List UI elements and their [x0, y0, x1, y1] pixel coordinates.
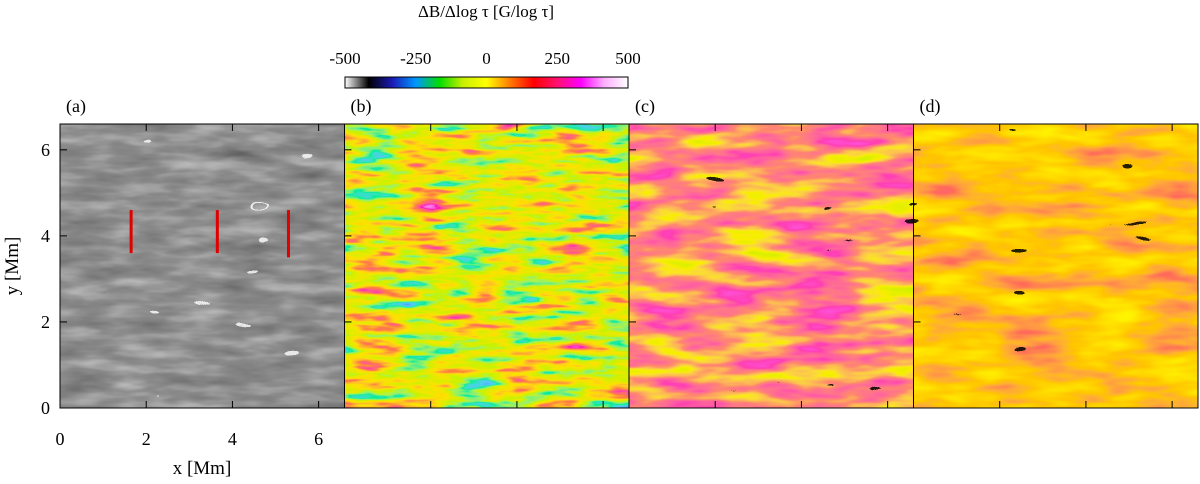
x-tick-label: 4 [228, 429, 237, 449]
x-axis-label: x [Mm] [173, 458, 232, 479]
panel-contours [629, 124, 914, 408]
panel-label: (b) [351, 96, 372, 117]
panel-b: (b) [344, 96, 630, 409]
panel-label: (c) [635, 96, 655, 117]
y-tick-label: 4 [41, 226, 50, 246]
panel-label: (d) [920, 96, 941, 117]
tick-labels: 0 2 4 6 0 2 4 6 [41, 140, 323, 449]
panel-contours [60, 124, 345, 408]
colorbar-tick-label: -500 [329, 49, 360, 68]
colorbar-tick-label: -250 [400, 49, 431, 68]
x-tick-label: 0 [56, 429, 65, 449]
x-tick-label: 2 [142, 429, 151, 449]
panel-d: (d) [913, 96, 1199, 409]
colorbar-tick-label: 0 [482, 49, 491, 68]
panel-c: (c) [628, 96, 914, 409]
colorbar-tick-labels: -500 -250 0 250 500 [329, 49, 640, 68]
y-tick-label: 6 [41, 140, 50, 160]
colorbar-tick-label: 250 [545, 49, 571, 68]
y-tick-label: 0 [41, 398, 50, 418]
panels: (a) (b) (c) (d) 0 2 4 6 0 2 4 6 [41, 96, 1199, 449]
panel-frame [913, 123, 1199, 409]
panel-label: (a) [66, 96, 86, 117]
colorbar-gradient [344, 76, 629, 89]
panel-image [344, 124, 629, 408]
colorbar-title: ΔB/Δlog τ [G/log τ] [418, 2, 554, 21]
markers [129, 210, 290, 258]
y-axis-label: y [Mm] [2, 237, 23, 296]
x-tick-label: 6 [314, 429, 323, 449]
colorbar: ΔB/Δlog τ [G/log τ] -500 -250 0 250 500 [329, 2, 641, 89]
y-tick-label: 2 [41, 312, 50, 332]
colorbar-tick-label: 500 [615, 49, 641, 68]
panel-a: (a) [59, 96, 345, 409]
panel-contours [913, 124, 1198, 408]
